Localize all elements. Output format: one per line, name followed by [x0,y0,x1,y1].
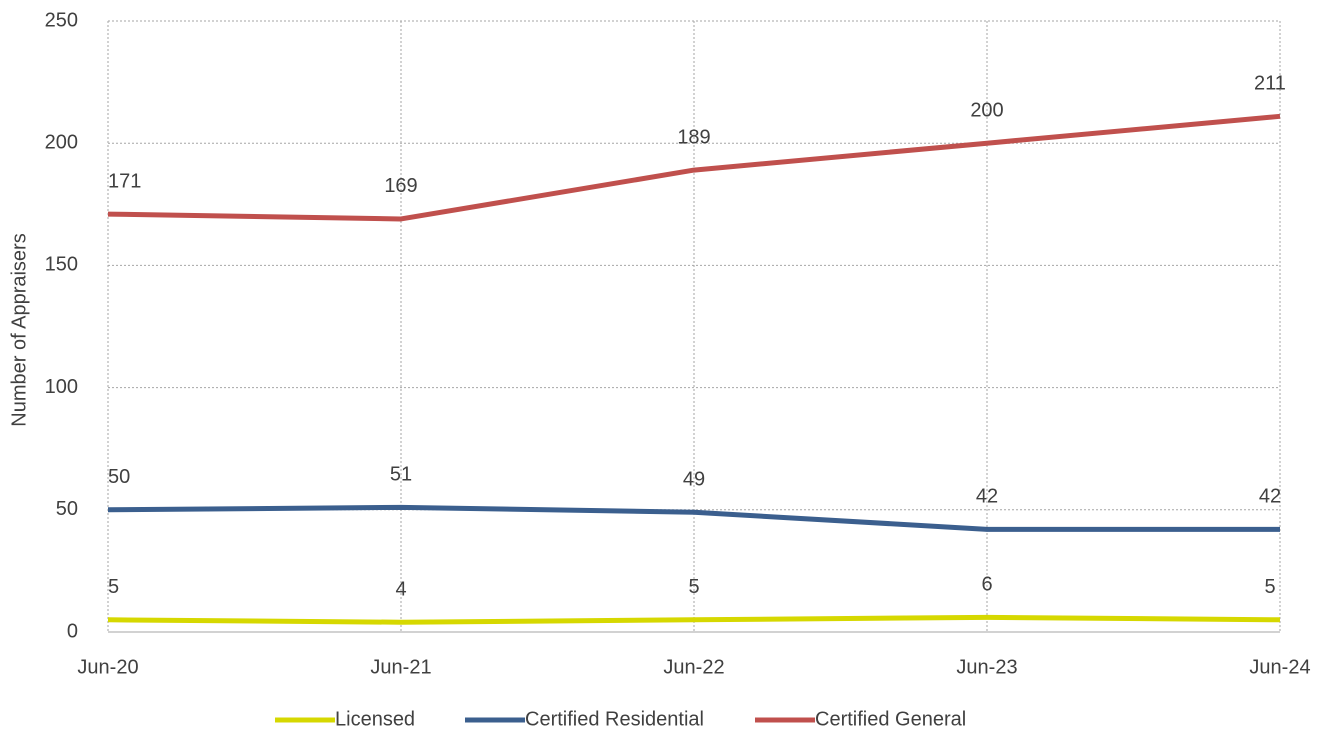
x-tick-label: Jun-20 [77,656,138,678]
y-tick-label: 50 [56,498,78,520]
data-label: 42 [976,486,998,508]
y-tick-label: 0 [67,620,78,642]
data-label: 5 [688,576,699,598]
x-tick-label: Jun-22 [663,656,724,678]
data-label: 51 [390,464,412,486]
data-label: 6 [981,574,992,596]
y-tick-label: 150 [45,254,78,276]
data-label: 171 [108,170,141,192]
y-tick-label: 200 [45,131,78,153]
data-label: 50 [108,466,130,488]
data-label: 5 [108,576,119,598]
series-line [107,504,1280,532]
x-tick-label: Jun-24 [1249,656,1310,678]
data-label: 5 [1264,576,1275,598]
data-label: 200 [970,99,1003,121]
y-axis-title: Number of Appraisers [8,233,30,426]
data-label: 42 [1259,486,1281,508]
data-label: 169 [384,175,417,197]
y-tick-label: 250 [45,9,78,31]
data-label: 189 [677,126,710,148]
y-tick-label: 100 [45,376,78,398]
series-line [107,614,1281,625]
legend-label: Certified Residential [525,708,704,730]
x-tick-label: Jun-21 [370,656,431,678]
data-label: 4 [395,579,406,601]
data-label: 49 [683,469,705,491]
series-line [107,113,1281,222]
data-label: 211 [1254,73,1286,95]
x-tick-label: Jun-23 [956,656,1017,678]
legend-label: Licensed [335,708,415,730]
legend-label: Certified General [815,708,966,730]
